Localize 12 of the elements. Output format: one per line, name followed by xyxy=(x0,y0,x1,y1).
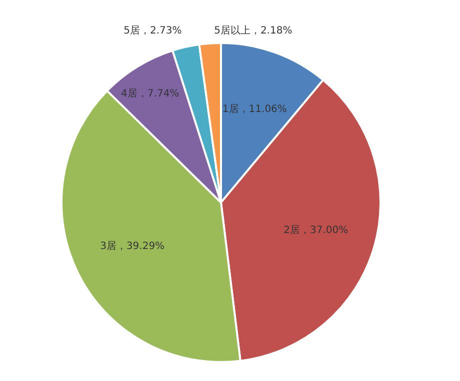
slice-label: 4居 xyxy=(121,88,138,100)
slice-label: 2居 xyxy=(284,225,300,236)
slice-label: 3居 xyxy=(100,240,116,252)
data-label: ，7.74% xyxy=(137,88,180,100)
data-label: ，37.00% xyxy=(300,225,348,236)
slice-label: 5居 xyxy=(124,26,140,37)
data-label: ，2.73% xyxy=(140,26,182,37)
slice-label: 5居以上 xyxy=(214,24,250,37)
slice-label: 1居 xyxy=(222,104,239,116)
data-label: ，39.29% xyxy=(116,240,165,252)
data-label: ，11.06% xyxy=(238,104,287,116)
data-label: ，2.18% xyxy=(250,26,292,37)
